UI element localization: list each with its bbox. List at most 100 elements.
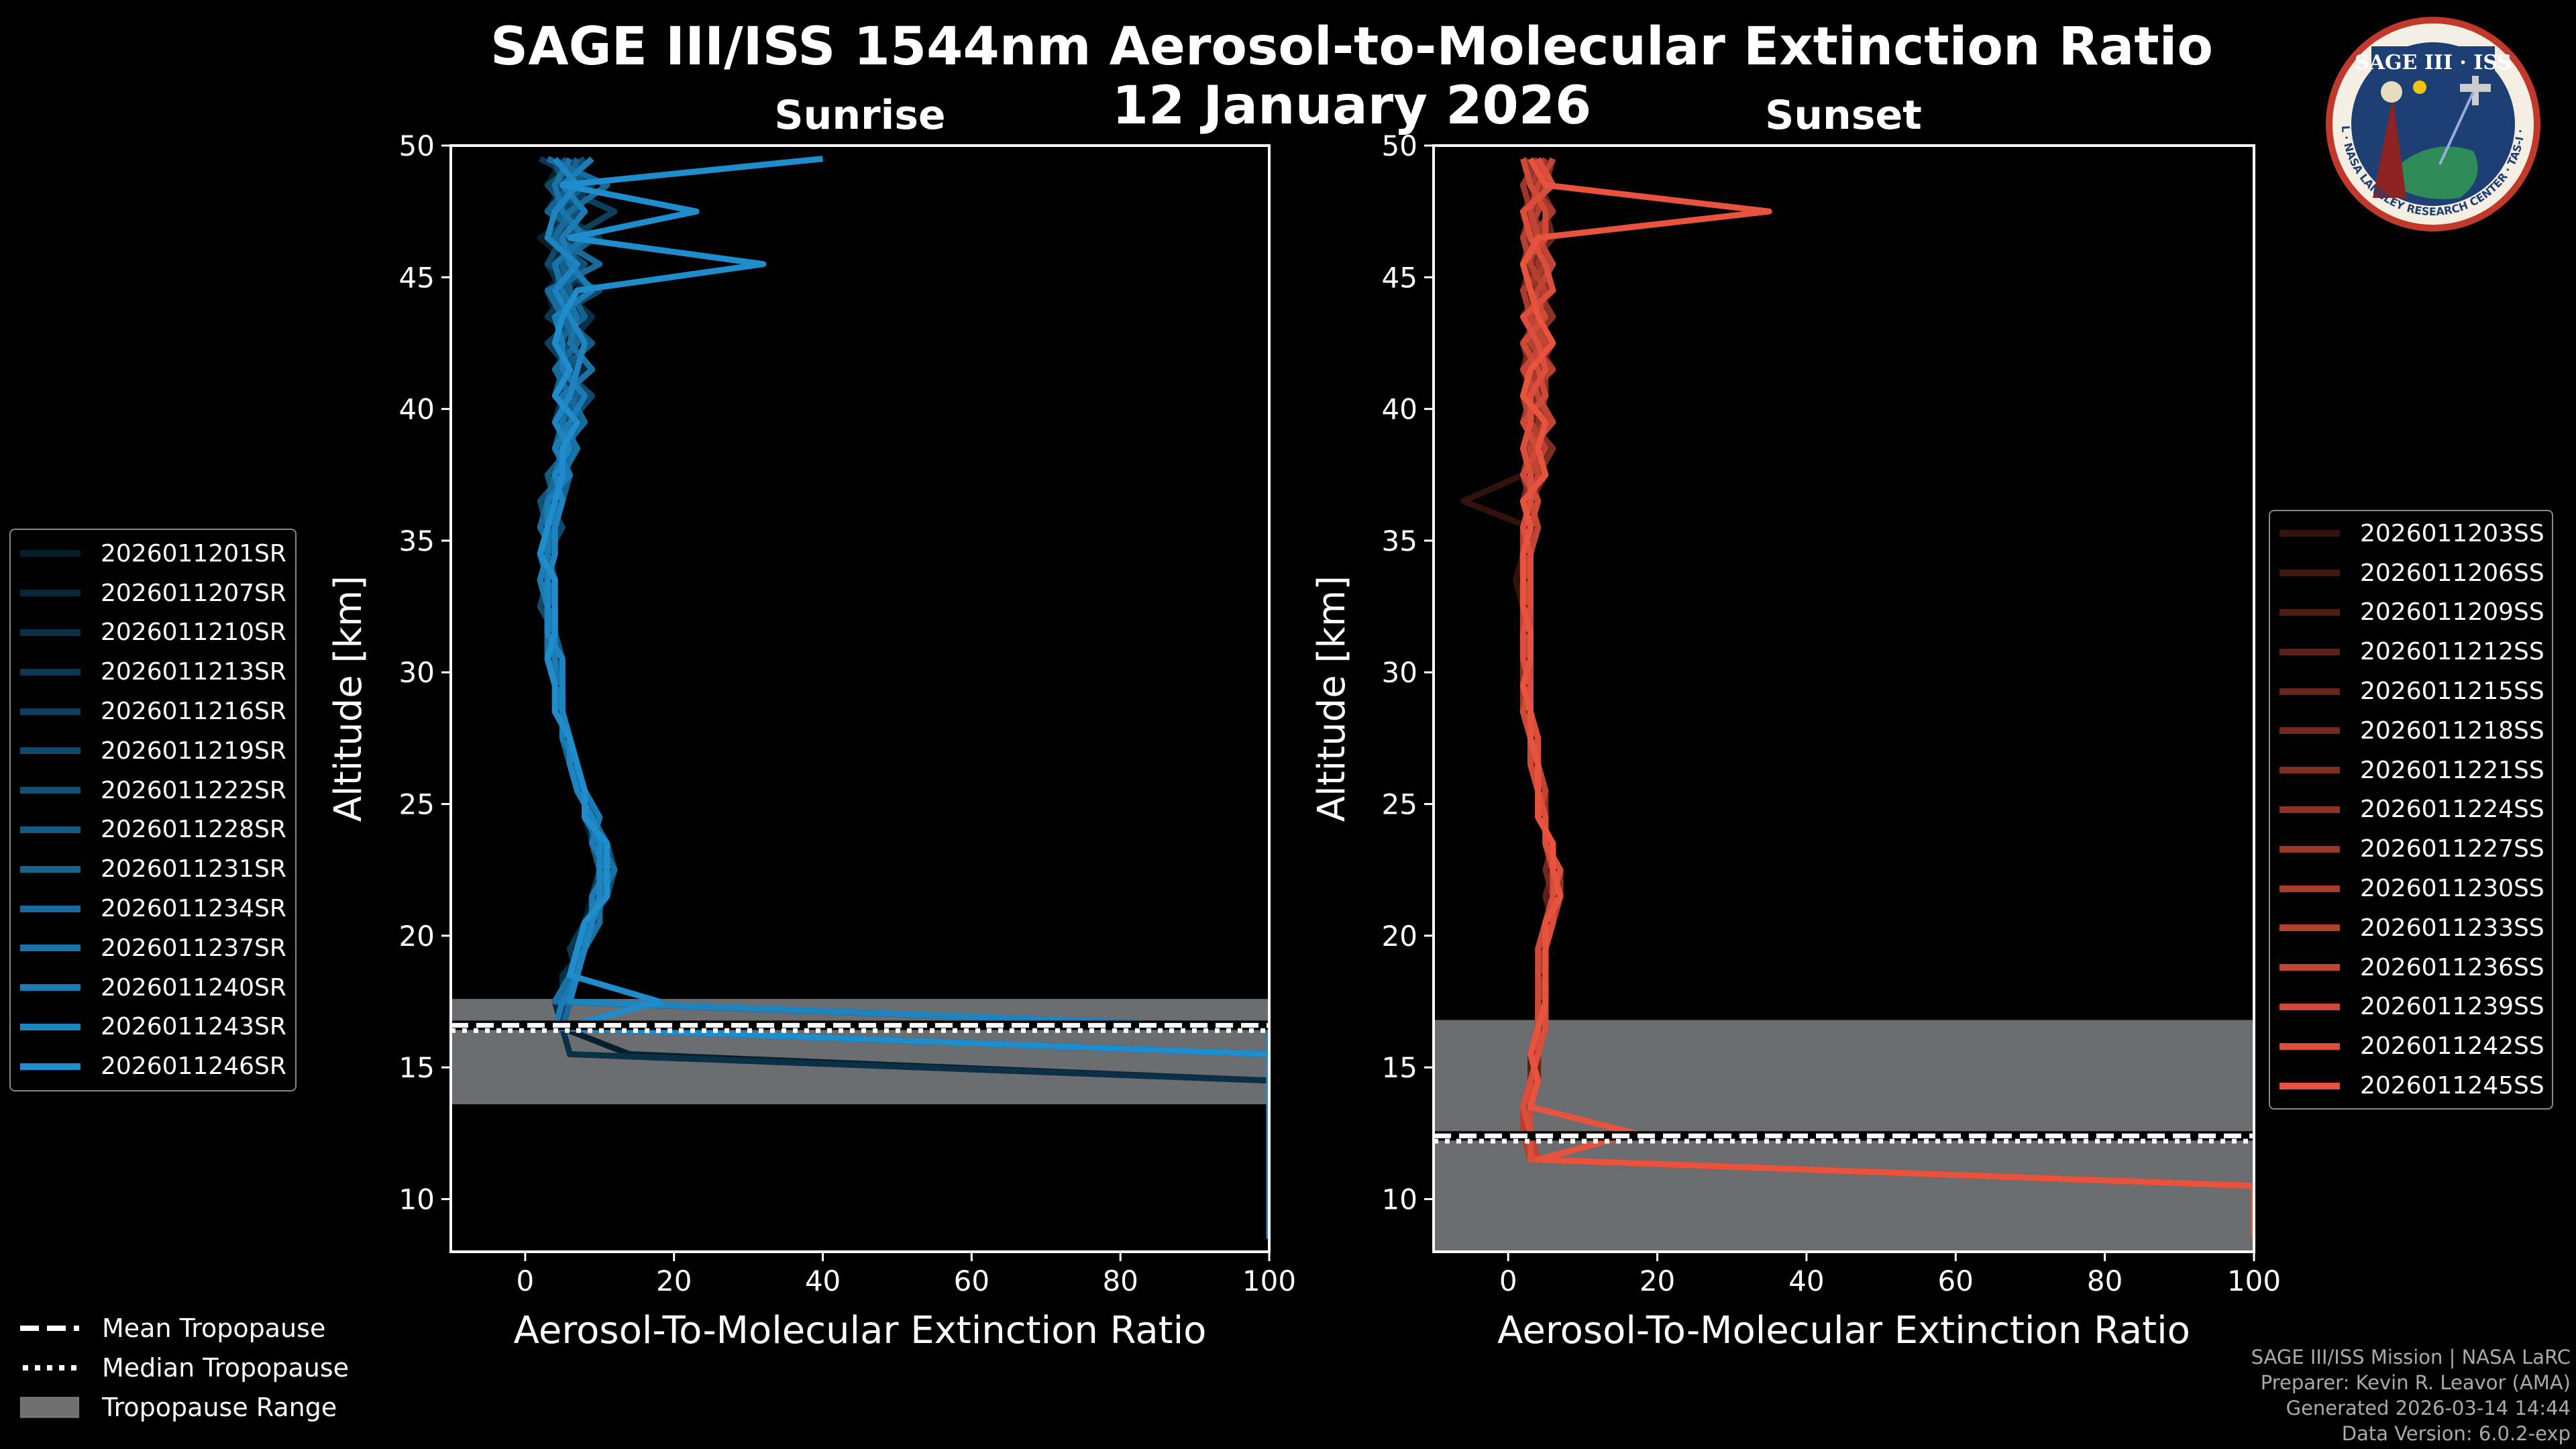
sunrise-xtick-label: 80 xyxy=(1102,1265,1138,1297)
legend-label: 2026011237SR xyxy=(101,934,286,962)
legend-label: 2026011231SR xyxy=(101,855,286,883)
legend-item-2026011219SR: 2026011219SR xyxy=(11,731,295,771)
profile-2026011242SS xyxy=(1519,157,2254,1239)
sunrise-xtick-label: 60 xyxy=(954,1265,989,1297)
profile-2026011245SS xyxy=(1519,157,2254,1239)
legend-swatch xyxy=(20,1023,80,1030)
legend-label: 2026011227SS xyxy=(2360,835,2544,863)
legend-swatch xyxy=(2279,845,2340,853)
legend-swatch xyxy=(20,629,80,636)
dotted-line-icon xyxy=(23,1364,79,1371)
legend-label: 2026011212SS xyxy=(2360,638,2544,666)
sunset-xtick-label: 40 xyxy=(1788,1265,1824,1297)
sunset-xtick-label: 100 xyxy=(2227,1265,2281,1297)
legend-swatch xyxy=(20,984,80,991)
legend-label: 2026011206SS xyxy=(2360,559,2544,587)
legend-swatch xyxy=(2279,885,2340,892)
legend-label: 2026011213SR xyxy=(101,658,286,686)
sunset-ytick-label: 15 xyxy=(1382,1051,1417,1084)
legend-swatch xyxy=(20,747,80,755)
legend-swatch xyxy=(2279,608,2340,616)
sunset-ytick-label: 50 xyxy=(1382,129,1417,162)
legend-swatch xyxy=(20,787,80,794)
legend-item-2026011221SS: 2026011221SS xyxy=(2270,751,2552,790)
credits-mission: SAGE III/ISS Mission | NASA LaRC xyxy=(2251,1346,2571,1368)
legend-label: 2026011221SS xyxy=(2360,756,2544,784)
sunrise-ytick-label: 50 xyxy=(399,129,435,162)
legend-item-2026011224SS: 2026011224SS xyxy=(2270,790,2552,830)
sunrise-ytick-label: 35 xyxy=(399,525,435,557)
sunrise-ytick-label: 40 xyxy=(399,393,435,426)
legend-median-label: Median Tropopause xyxy=(102,1352,349,1383)
legend-item-2026011236SS: 2026011236SS xyxy=(2270,948,2552,987)
sunset-ytick-label: 20 xyxy=(1382,920,1417,953)
legend-swatch xyxy=(20,550,80,557)
legend-swatch xyxy=(20,945,80,952)
legend-range-label: Tropopause Range xyxy=(102,1392,337,1422)
sunset-axes-frame xyxy=(1432,144,2255,1253)
legend-item-2026011212SS: 2026011212SS xyxy=(2270,632,2552,672)
legend-label: 2026011245SS xyxy=(2360,1072,2544,1100)
sunrise-profiles xyxy=(537,156,1269,1239)
sunrise-ytick-label: 25 xyxy=(399,788,435,821)
legend-swatch xyxy=(20,865,80,873)
legend-swatch xyxy=(2279,767,2340,774)
legend-label: 2026011207SR xyxy=(101,579,286,607)
legend-swatch xyxy=(20,668,80,676)
legend-item-2026011215SS: 2026011215SS xyxy=(2270,672,2552,711)
legend-label: 2026011201SR xyxy=(101,539,286,568)
sunrise-legend: 2026011201SR 2026011207SR 2026011210SR 2026… xyxy=(9,529,297,1092)
legend-swatch xyxy=(20,905,80,912)
sunrise-ytick-label: 20 xyxy=(399,920,435,953)
legend-item-2026011206SS: 2026011206SS xyxy=(2270,553,2552,593)
legend-label: 2026011233SS xyxy=(2360,914,2544,942)
sunset-ytick-label: 10 xyxy=(1382,1183,1417,1216)
sunrise-xtick-label: 20 xyxy=(656,1265,692,1297)
legend-item-2026011237SR: 2026011237SR xyxy=(11,928,295,968)
credits-block: SAGE III/ISS Mission | NASA LaRC Prepare… xyxy=(2251,1344,2571,1446)
legend-mean-tropopause: Mean Tropopause xyxy=(20,1308,349,1348)
profile-2026011243SR xyxy=(544,156,1269,1239)
legend-label: 2026011203SS xyxy=(2360,519,2544,547)
sunset-ytick-label: 25 xyxy=(1382,788,1417,821)
sunrise-panel: 10 15 20 25 30 35 40 45 50 0 20 40 60 80 100 Sunrise Aer… xyxy=(327,92,1296,1352)
sunrise-ylabel: Altitude [km] xyxy=(327,576,370,822)
legend-label: 2026011210SR xyxy=(101,619,286,647)
legend-item-2026011227SS: 2026011227SS xyxy=(2270,829,2552,869)
sunset-xtick-label: 80 xyxy=(2087,1265,2123,1297)
range-swatch-icon xyxy=(20,1397,79,1417)
profile-2026011246SR xyxy=(537,156,1269,1239)
sunrise-ytick-label: 45 xyxy=(399,261,435,294)
legend-item-2026011239SS: 2026011239SS xyxy=(2270,987,2552,1027)
profile-2026011240SR xyxy=(537,156,1269,1239)
legend-item-2026011218SS: 2026011218SS xyxy=(2270,711,2552,751)
legend-swatch xyxy=(20,826,80,833)
legend-swatch xyxy=(2279,648,2340,655)
legend-label: 2026011224SS xyxy=(2360,796,2544,824)
legend-label: 2026011209SS xyxy=(2360,598,2544,627)
legend-tropopause-range: Tropopause Range xyxy=(20,1387,349,1427)
legend-item-2026011240SR: 2026011240SR xyxy=(11,968,295,1008)
legend-swatch xyxy=(2279,806,2340,813)
legend-item-2026011207SR: 2026011207SR xyxy=(11,574,295,613)
logo-figure-icon xyxy=(2373,97,2406,198)
legend-label: 2026011236SS xyxy=(2360,953,2544,981)
sunset-xtick-label: 60 xyxy=(1938,1265,1974,1297)
legend-label: 2026011240SR xyxy=(101,973,286,1002)
sunset-legend: 2026011203SS 2026011206SS 2026011209SS 2026… xyxy=(2269,510,2553,1110)
sunset-ytick-label: 30 xyxy=(1382,656,1417,689)
sunrise-xlabel: Aerosol-To-Molecular Extinction Ratio xyxy=(514,1309,1207,1352)
legend-swatch xyxy=(2279,530,2340,537)
legend-swatch xyxy=(2279,1082,2340,1089)
legend-swatch xyxy=(2279,688,2340,695)
legend-median-tropopause: Median Tropopause xyxy=(20,1348,349,1387)
legend-item-2026011230SS: 2026011230SS xyxy=(2270,869,2552,908)
legend-item-2026011242SS: 2026011242SS xyxy=(2270,1026,2552,1066)
sunrise-ytick-label: 15 xyxy=(399,1051,435,1084)
sunset-ytick-label: 45 xyxy=(1382,261,1417,294)
legend-label: 2026011243SR xyxy=(101,1013,286,1041)
sunrise-xtick-label: 100 xyxy=(1242,1265,1296,1297)
legend-label: 2026011242SS xyxy=(2360,1032,2544,1061)
legend-label: 2026011216SR xyxy=(101,698,286,726)
logo-beam-icon xyxy=(2438,91,2475,165)
